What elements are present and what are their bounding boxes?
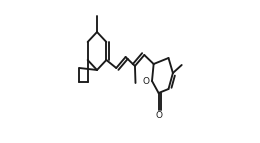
Text: O: O [155, 111, 162, 120]
Text: O: O [142, 77, 150, 86]
